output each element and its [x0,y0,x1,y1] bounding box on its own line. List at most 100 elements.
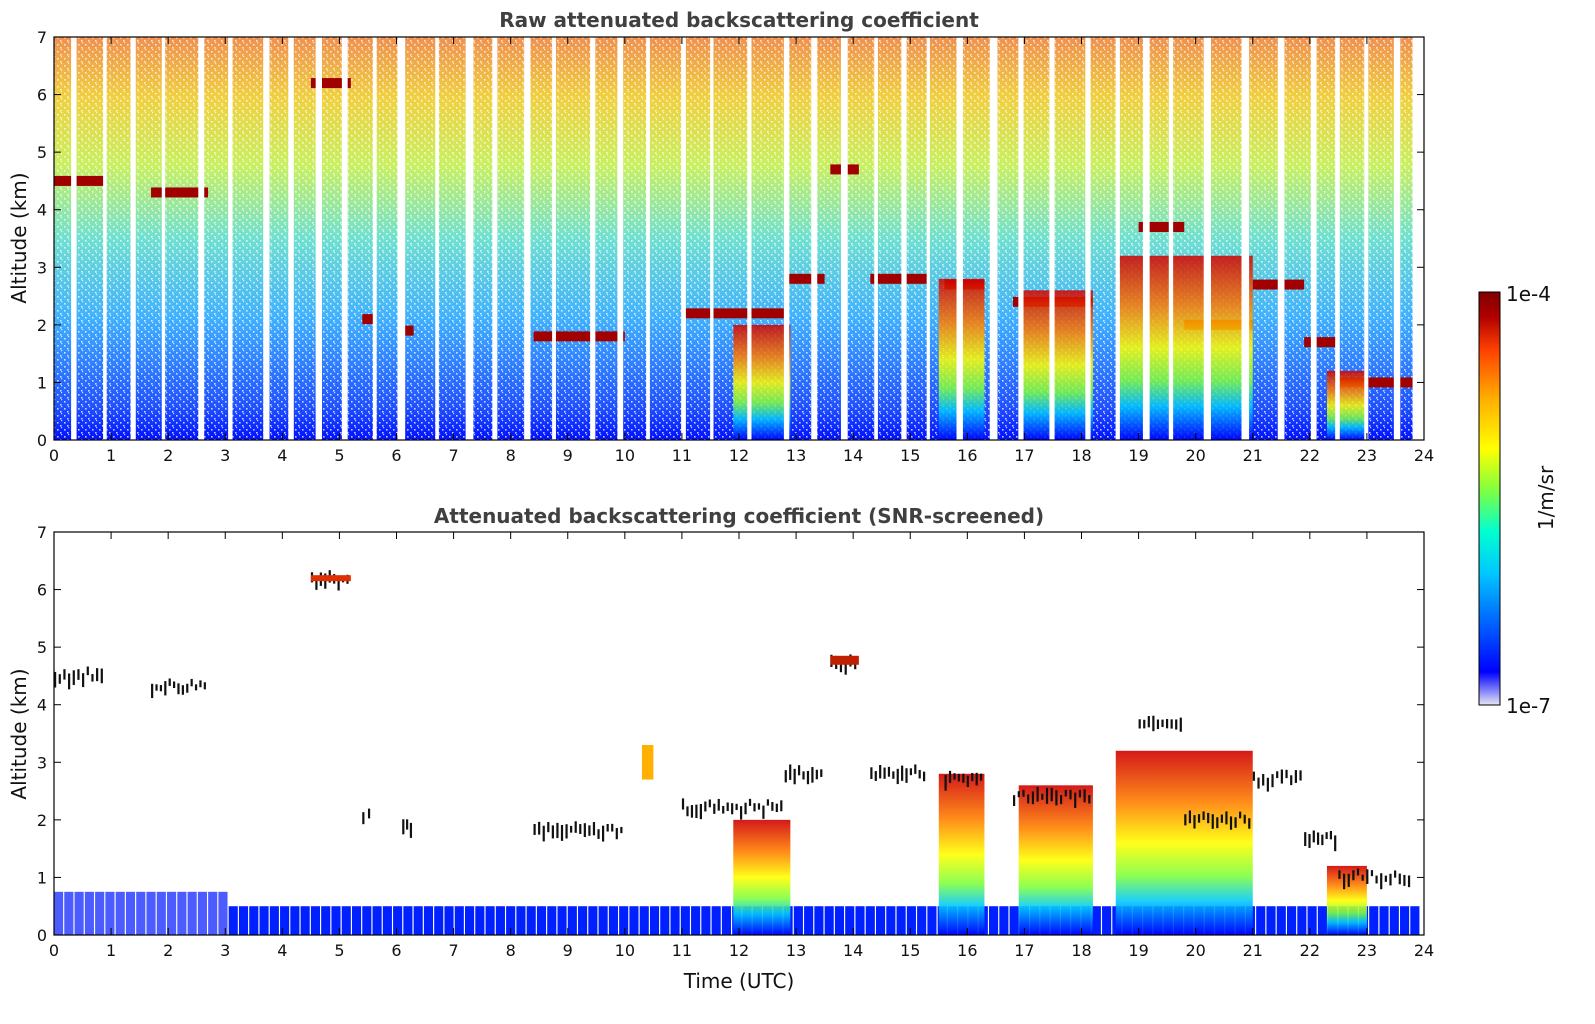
screened-cloud-core-mark [806,770,810,785]
screened-boundary-layer [567,906,577,935]
screened-boundary-layer [886,906,896,935]
raw-data-gap [263,37,270,440]
screened-boundary-layer [598,906,608,935]
raw-data-gap [989,37,998,440]
x-tick-label: 0 [49,446,59,465]
screened-cloud-core-mark [91,674,94,682]
raw-data-gap [341,37,348,440]
screened-cloud-core-mark [820,769,823,777]
screened-boundary-layer [989,906,999,935]
screened-boundary-layer [629,906,639,935]
raw-data-gap [1203,37,1211,440]
screened-boundary-layer [1307,906,1317,935]
raw-data-gap [492,37,498,440]
screened-boundary-layer [280,906,290,935]
screened-boundary-layer [1276,906,1286,935]
raw-data-gap [435,37,439,440]
x-tick-label: 10 [615,446,635,465]
y-tick-label: 7 [37,28,47,47]
screened-cloud-core-mark [1161,719,1164,728]
screened-boundary-layer [95,891,105,935]
y-tick-label: 6 [37,86,47,105]
screened-cloud-core-mark [905,768,908,783]
screened-cloud-core-mark [337,575,340,591]
x-tick-label: 12 [729,446,749,465]
raw-data-gap [681,37,686,440]
screened-boundary-layer [74,891,84,935]
screened-boundary-layer [197,891,207,935]
screened-cloud-core-mark [892,771,895,779]
raw-data-gap [1364,37,1369,440]
x-tick-label: 5 [334,941,344,960]
screened-boundary-layer [526,906,536,935]
screened-boundary-layer [814,906,824,935]
raw-data-end-gap [1412,37,1424,440]
screened-cloud-layer-13 [1184,810,1251,830]
panel-screened-xlabel: Time (UTC) [683,969,795,993]
x-tick-label: 2 [163,446,173,465]
x-tick-label: 18 [1071,941,1091,960]
screened-boundary-layer [187,891,197,935]
screened-cloud-layer-4 [402,819,413,838]
raw-cloud-layer-4 [402,325,414,336]
x-tick-label: 3 [220,941,230,960]
raw-data-gap [874,37,878,440]
x-tick-label: 19 [1128,446,1148,465]
screened-cloud-core-mark [975,772,978,786]
screened-cloud-core-mark [1184,814,1187,826]
y-tick-label: 0 [37,431,47,450]
x-tick-label: 3 [220,446,230,465]
x-tick-label: 12 [729,941,749,960]
screened-boundary-layer [701,906,711,935]
screened-cloud-core-mark [1407,875,1411,888]
screened-cloud-core-mark [203,682,206,690]
screened-cloud-core-mark [362,812,365,825]
x-tick-label: 8 [506,446,516,465]
screened-boundary-layer [547,906,557,935]
screened-boundary-layer [1400,906,1410,935]
screened-cloud-core-mark [1329,830,1333,840]
screened-boundary-layer [588,906,598,935]
raw-data-gap [228,37,233,440]
screened-cloud-core-mark [980,773,983,781]
screened-cloud-core-mark [883,767,886,779]
screened-boundary-layer [146,891,156,935]
colorbar: 1e-4 1e-7 1/m/sr [1478,282,1558,718]
x-tick-label: 2 [163,941,173,960]
raw-data-gap [811,37,818,440]
screened-boundary-layer [434,906,444,935]
y-tick-label: 3 [37,258,47,277]
screened-cloud-core-mark [551,825,554,839]
screened-cloud-core-mark [922,771,926,782]
screened-cloud-core-mark [54,671,57,688]
screened-cloud-core-mark [1060,794,1063,805]
screened-cloud-core-mark [1179,717,1182,732]
screened-cloud-core-mark [1165,719,1169,729]
screened-boundary-layer [156,891,166,935]
screened-cloud-core-mark [155,684,158,691]
screened-cloud-core-mark [164,681,167,696]
screened-cloud-core-mark [1304,832,1307,847]
screened-cloud-core-mark [739,806,743,820]
screened-cloud-core-mark [560,824,564,841]
screened-cloud-core-mark [1257,777,1260,789]
x-tick-label: 22 [1300,446,1320,465]
screened-boundary-layer [711,906,721,935]
x-tick-label: 8 [506,941,516,960]
screened-cloud-core-mark [1239,811,1242,819]
screened-cloud-core-mark [556,822,559,839]
raw-data-gap [130,37,136,440]
screened-cloud-core-mark [1308,833,1311,848]
x-tick-label: 16 [957,446,977,465]
raw-cloud-layer-7 [784,273,825,284]
screened-cloud-core-mark [1394,870,1397,878]
screened-cloud-core-mark [757,803,761,810]
x-tick-label: 20 [1185,941,1205,960]
screened-cloud-core-mark [918,769,921,779]
screened-boundary-layer [619,906,629,935]
screened-cloud-core-mark [194,684,198,691]
screened-cloud-core-mark [1234,817,1237,828]
screened-cloud-core-mark [181,685,184,695]
screened-boundary-layer [845,906,855,935]
y-tick-label: 5 [37,638,47,657]
